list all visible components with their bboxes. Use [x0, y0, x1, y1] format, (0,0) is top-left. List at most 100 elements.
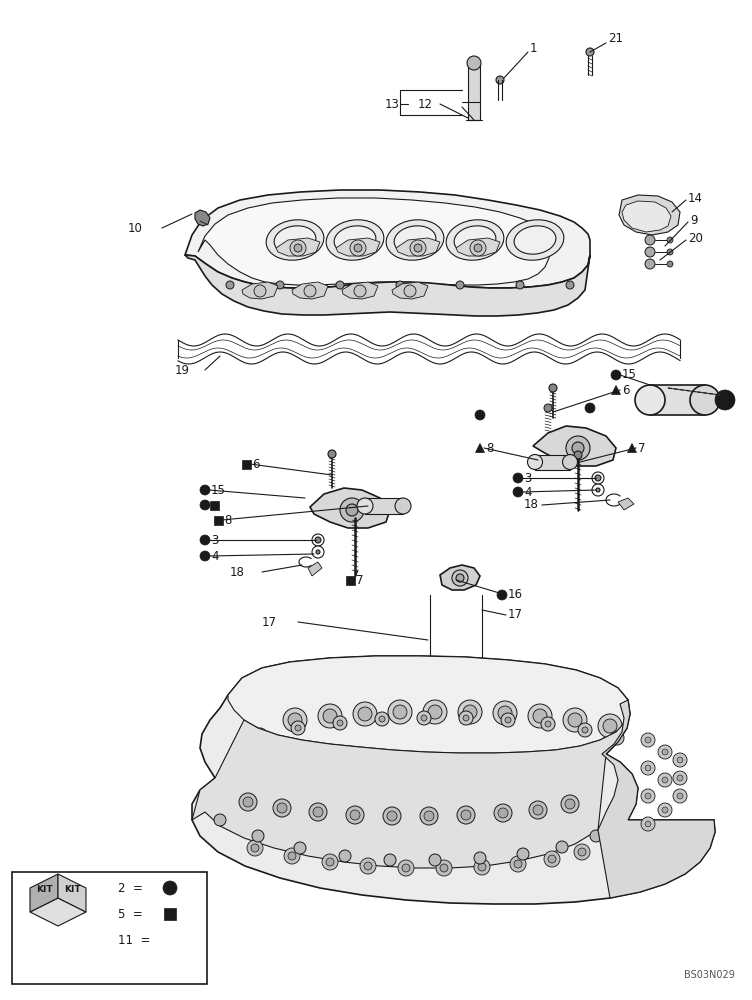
- Text: 15: 15: [622, 368, 637, 381]
- Text: 21: 21: [608, 31, 623, 44]
- Circle shape: [610, 731, 624, 745]
- Circle shape: [379, 716, 385, 722]
- Circle shape: [423, 700, 447, 724]
- Circle shape: [456, 281, 464, 289]
- Circle shape: [496, 76, 504, 84]
- Circle shape: [252, 830, 264, 842]
- Circle shape: [350, 240, 366, 256]
- Circle shape: [494, 804, 512, 822]
- Polygon shape: [192, 656, 715, 904]
- Circle shape: [544, 851, 560, 867]
- Circle shape: [358, 707, 372, 721]
- Circle shape: [463, 705, 477, 719]
- Bar: [210, 500, 219, 510]
- Polygon shape: [396, 238, 440, 256]
- Circle shape: [353, 702, 377, 726]
- Polygon shape: [618, 498, 634, 510]
- Circle shape: [304, 285, 316, 297]
- Bar: [365, 498, 403, 514]
- Circle shape: [375, 712, 389, 726]
- Circle shape: [596, 488, 600, 492]
- Circle shape: [662, 777, 668, 783]
- Circle shape: [322, 854, 338, 870]
- Circle shape: [572, 442, 584, 454]
- Bar: [468, 65, 480, 120]
- Polygon shape: [292, 282, 328, 299]
- Text: 1: 1: [530, 41, 538, 54]
- Circle shape: [474, 244, 482, 252]
- Circle shape: [641, 761, 655, 775]
- Circle shape: [200, 535, 210, 545]
- Circle shape: [291, 721, 305, 735]
- Ellipse shape: [635, 385, 665, 415]
- Circle shape: [214, 814, 226, 826]
- Circle shape: [658, 773, 672, 787]
- Circle shape: [346, 806, 364, 824]
- Circle shape: [517, 848, 529, 860]
- Text: KIT: KIT: [35, 886, 53, 894]
- Text: 18: 18: [524, 498, 539, 512]
- Ellipse shape: [386, 220, 444, 260]
- Text: 7: 7: [356, 574, 363, 586]
- Polygon shape: [310, 488, 390, 528]
- Bar: [345, 576, 354, 584]
- Circle shape: [662, 807, 668, 813]
- Circle shape: [513, 473, 523, 483]
- Text: 19: 19: [175, 363, 190, 376]
- Circle shape: [336, 281, 344, 289]
- Text: 3: 3: [524, 472, 532, 485]
- Circle shape: [340, 498, 364, 522]
- Circle shape: [545, 721, 551, 727]
- Circle shape: [354, 244, 362, 252]
- Circle shape: [556, 841, 568, 853]
- Circle shape: [516, 281, 524, 289]
- Circle shape: [595, 475, 601, 481]
- Text: 4: 4: [211, 550, 219, 562]
- Circle shape: [417, 711, 431, 725]
- Ellipse shape: [326, 220, 384, 260]
- Polygon shape: [598, 700, 715, 898]
- Polygon shape: [619, 195, 680, 235]
- Polygon shape: [30, 874, 58, 912]
- Circle shape: [284, 848, 300, 864]
- Circle shape: [360, 858, 376, 874]
- Circle shape: [658, 745, 672, 759]
- Circle shape: [528, 704, 552, 728]
- Circle shape: [273, 799, 291, 817]
- Polygon shape: [440, 565, 480, 590]
- Circle shape: [498, 808, 508, 818]
- Circle shape: [318, 704, 342, 728]
- Circle shape: [563, 708, 587, 732]
- Polygon shape: [456, 238, 500, 256]
- Circle shape: [505, 717, 511, 723]
- Circle shape: [313, 807, 323, 817]
- Circle shape: [614, 814, 626, 826]
- Circle shape: [350, 810, 360, 820]
- Circle shape: [459, 711, 473, 725]
- Circle shape: [402, 864, 410, 872]
- Text: 8: 8: [486, 442, 493, 454]
- Circle shape: [673, 753, 687, 767]
- Ellipse shape: [690, 385, 720, 415]
- Polygon shape: [228, 656, 630, 753]
- Circle shape: [478, 863, 486, 871]
- Ellipse shape: [527, 454, 542, 470]
- Circle shape: [645, 259, 655, 269]
- Circle shape: [574, 451, 582, 459]
- Polygon shape: [622, 201, 671, 232]
- Text: 5  =: 5 =: [118, 908, 143, 920]
- Polygon shape: [276, 238, 320, 256]
- Bar: [214, 516, 223, 524]
- Circle shape: [294, 842, 306, 854]
- Polygon shape: [533, 426, 616, 466]
- Polygon shape: [475, 444, 484, 452]
- Circle shape: [288, 713, 302, 727]
- Circle shape: [384, 854, 396, 866]
- Circle shape: [645, 765, 651, 771]
- Text: 3: 3: [211, 534, 218, 546]
- Circle shape: [514, 860, 522, 868]
- Circle shape: [582, 727, 588, 733]
- Circle shape: [276, 281, 284, 289]
- Circle shape: [254, 285, 266, 297]
- Circle shape: [436, 860, 452, 876]
